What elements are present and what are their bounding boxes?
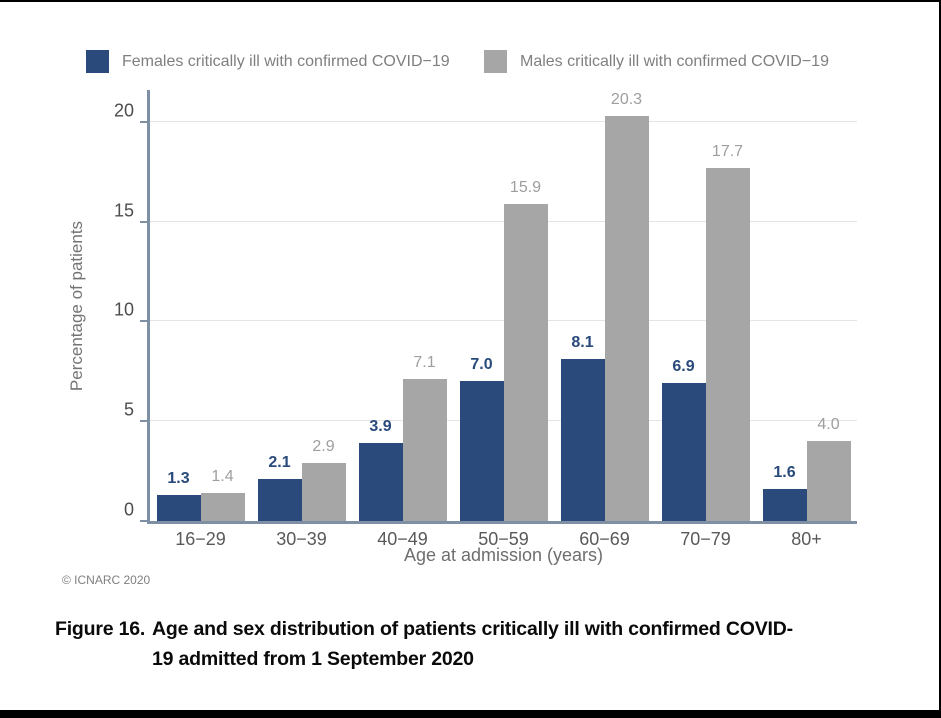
- bar-male-16−29: 1.4: [200, 468, 245, 521]
- figure-number: Figure 16.: [55, 618, 146, 640]
- legend-label-females: Females critically ill with confirmed CO…: [122, 52, 450, 70]
- bar-female-16−29: 1.3: [156, 470, 201, 521]
- y-tick-label-5: 5: [123, 399, 134, 420]
- bar-male-80+: 4.0: [806, 416, 851, 521]
- bar-value-male-40−49: 7.1: [413, 354, 436, 372]
- gridline-20: [150, 120, 857, 122]
- legend-item-females: Females critically ill with confirmed CO…: [86, 50, 450, 73]
- page-border-bottom: [0, 710, 941, 718]
- page-border-right: [939, 0, 941, 718]
- y-tick-label-20: 20: [113, 100, 134, 121]
- bar-value-female-16−29: 1.3: [167, 470, 190, 488]
- bar-group-50−59: 7.0 15.9 50−59: [453, 90, 554, 549]
- x-category-label-30−39: 30−39: [276, 529, 327, 549]
- figure-caption: Figure 16. Age and sex distribution of p…: [55, 614, 793, 674]
- y-axis-line: [147, 90, 150, 524]
- bar-male-50−59: 15.9: [503, 179, 548, 521]
- x-category-label-40−49: 40−49: [377, 529, 428, 549]
- bar-female-60−69: 8.1: [560, 334, 605, 521]
- bar-female-30−39: 2.1: [257, 454, 302, 521]
- bar-group-40−49: 3.9 7.1 40−49: [352, 90, 453, 549]
- bar-value-male-60−69: 20.3: [610, 90, 643, 108]
- bar-value-male-16−29: 1.4: [211, 468, 234, 486]
- x-axis-title: Age at admission (years): [403, 545, 604, 565]
- bar-chart-plot-area: 1.3 1.4 16−29 2.1 2.9 30−39 3.9 7.1 40−49 7.0 15.9…: [114, 90, 857, 549]
- y-tick-20: [140, 120, 147, 123]
- bar-value-female-80+: 1.6: [773, 464, 796, 482]
- males-color-swatch: [484, 50, 507, 73]
- bar-group-30−39: 2.1 2.9 30−39: [251, 90, 352, 549]
- x-category-label-60−69: 60−69: [579, 529, 630, 549]
- bar-female-40−49: 3.9: [358, 418, 403, 521]
- bar-value-male-30−39: 2.9: [312, 438, 335, 456]
- y-tick-label-10: 10: [113, 299, 134, 320]
- bar-female-80+: 1.6: [762, 464, 807, 521]
- y-tick-label-0: 0: [123, 499, 134, 520]
- females-color-swatch: [86, 50, 109, 73]
- bar-male-40−49: 7.1: [402, 354, 447, 521]
- bar-value-male-50−59: 15.9: [509, 178, 542, 196]
- legend-item-males: Males critically ill with confirmed COVI…: [484, 50, 829, 73]
- x-category-label-50−59: 50−59: [478, 529, 529, 549]
- y-tick-label-15: 15: [113, 200, 134, 221]
- y-tick-10: [140, 320, 147, 323]
- y-tick-0: [140, 520, 147, 522]
- y-axis-title: Percentage of patients: [67, 220, 86, 391]
- x-category-label-80+: 80+: [791, 529, 822, 549]
- page-border-top: [0, 0, 941, 2]
- bar-groups: 1.3 1.4 16−29 2.1 2.9 30−39 3.9 7.1 40−49 7.0 15.9…: [150, 90, 857, 549]
- bar-value-male-70−79: 17.7: [711, 142, 744, 160]
- bar-value-female-40−49: 3.9: [369, 418, 392, 436]
- bar-value-female-30−39: 2.1: [268, 454, 291, 472]
- legend-label-males: Males critically ill with confirmed COVI…: [520, 52, 829, 70]
- bar-group-70−79: 6.9 17.7 70−79: [655, 90, 756, 549]
- bar-group-80+: 1.6 4.0 80+: [756, 90, 857, 549]
- x-category-label-70−79: 70−79: [680, 529, 731, 549]
- bar-value-female-50−59: 7.0: [470, 356, 493, 374]
- y-tick-5: [140, 420, 147, 423]
- bar-female-50−59: 7.0: [459, 356, 504, 521]
- copyright-note: © ICNARC 2020: [62, 573, 151, 587]
- bar-value-female-60−69: 8.1: [571, 334, 594, 352]
- bar-value-female-70−79: 6.9: [672, 358, 695, 376]
- x-axis-line: [147, 521, 857, 524]
- bar-group-16−29: 1.3 1.4 16−29: [150, 90, 251, 549]
- y-tick-15: [140, 220, 147, 223]
- bar-male-60−69: 20.3: [604, 91, 649, 521]
- x-category-label-16−29: 16−29: [175, 529, 226, 549]
- figure-caption-text: Age and sex distribution of patients cri…: [152, 618, 793, 670]
- bar-male-70−79: 17.7: [705, 143, 750, 521]
- bar-group-60−69: 8.1 20.3 60−69: [554, 90, 655, 549]
- bar-value-male-80+: 4.0: [817, 416, 840, 434]
- bar-male-30−39: 2.9: [301, 438, 346, 521]
- bar-female-70−79: 6.9: [661, 358, 706, 521]
